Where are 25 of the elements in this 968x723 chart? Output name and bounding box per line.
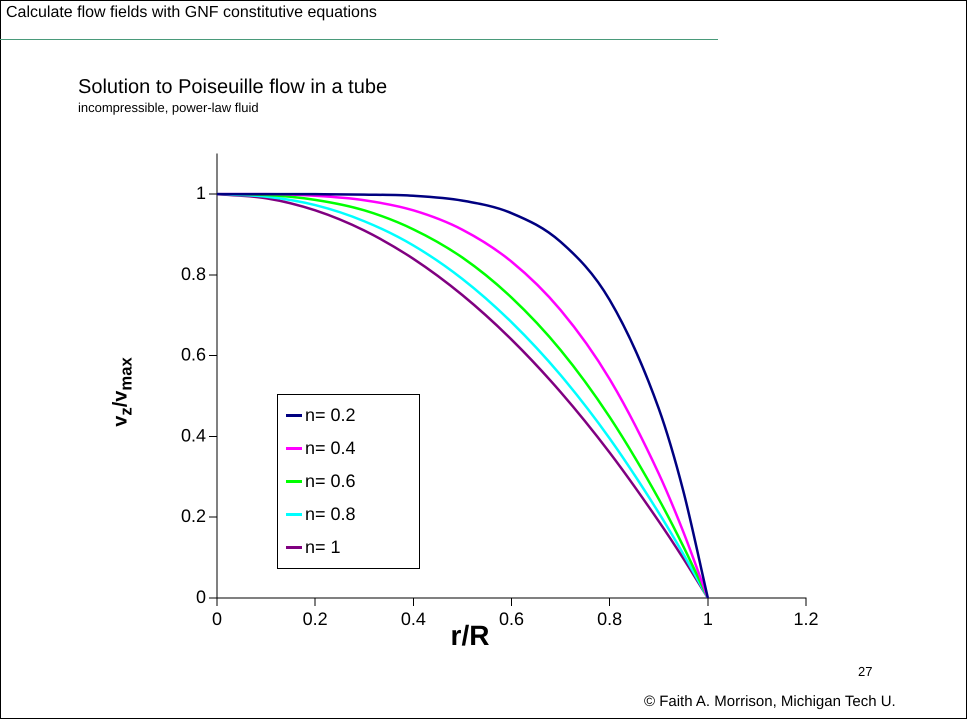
- legend-label: n= 0.4: [305, 438, 356, 459]
- x-tick-label: 1.2: [793, 608, 819, 629]
- legend-label: n= 0.2: [305, 405, 356, 426]
- x-axis-title: r/R: [450, 620, 490, 652]
- legend-label: n= 0.8: [305, 504, 356, 525]
- x-tick-label: 1: [702, 608, 713, 629]
- x-tick-label: 0.6: [498, 608, 524, 629]
- chart-subtitle: incompressible, power-law fluid: [78, 100, 259, 115]
- legend-label: n= 1: [305, 537, 341, 558]
- x-tick-label: 0.8: [597, 608, 622, 629]
- text: 27: [858, 664, 872, 679]
- y-tick-label: 0.2: [180, 506, 206, 526]
- text: © Faith A. Morrison, Michigan Tech U.: [644, 693, 896, 710]
- y-tick-label: 1: [196, 183, 206, 204]
- x-tick-label: 0.2: [302, 608, 328, 629]
- line-series: [217, 192, 710, 598]
- y-tick-label: 0.8: [180, 264, 206, 284]
- text: Calculate flow fields with GNF constitutive equations: [6, 4, 377, 22]
- chart-title: Solution to Poiseuille flow in a tube: [78, 76, 388, 99]
- x-tick-label: 0.4: [400, 608, 426, 629]
- legend-label: n= 0.6: [305, 471, 356, 492]
- x-tick-label: 0: [212, 608, 222, 629]
- y-tick-label: 0.6: [180, 344, 206, 365]
- y-tick-label: 0: [196, 586, 206, 607]
- y-tick-label: 0.4: [180, 425, 206, 446]
